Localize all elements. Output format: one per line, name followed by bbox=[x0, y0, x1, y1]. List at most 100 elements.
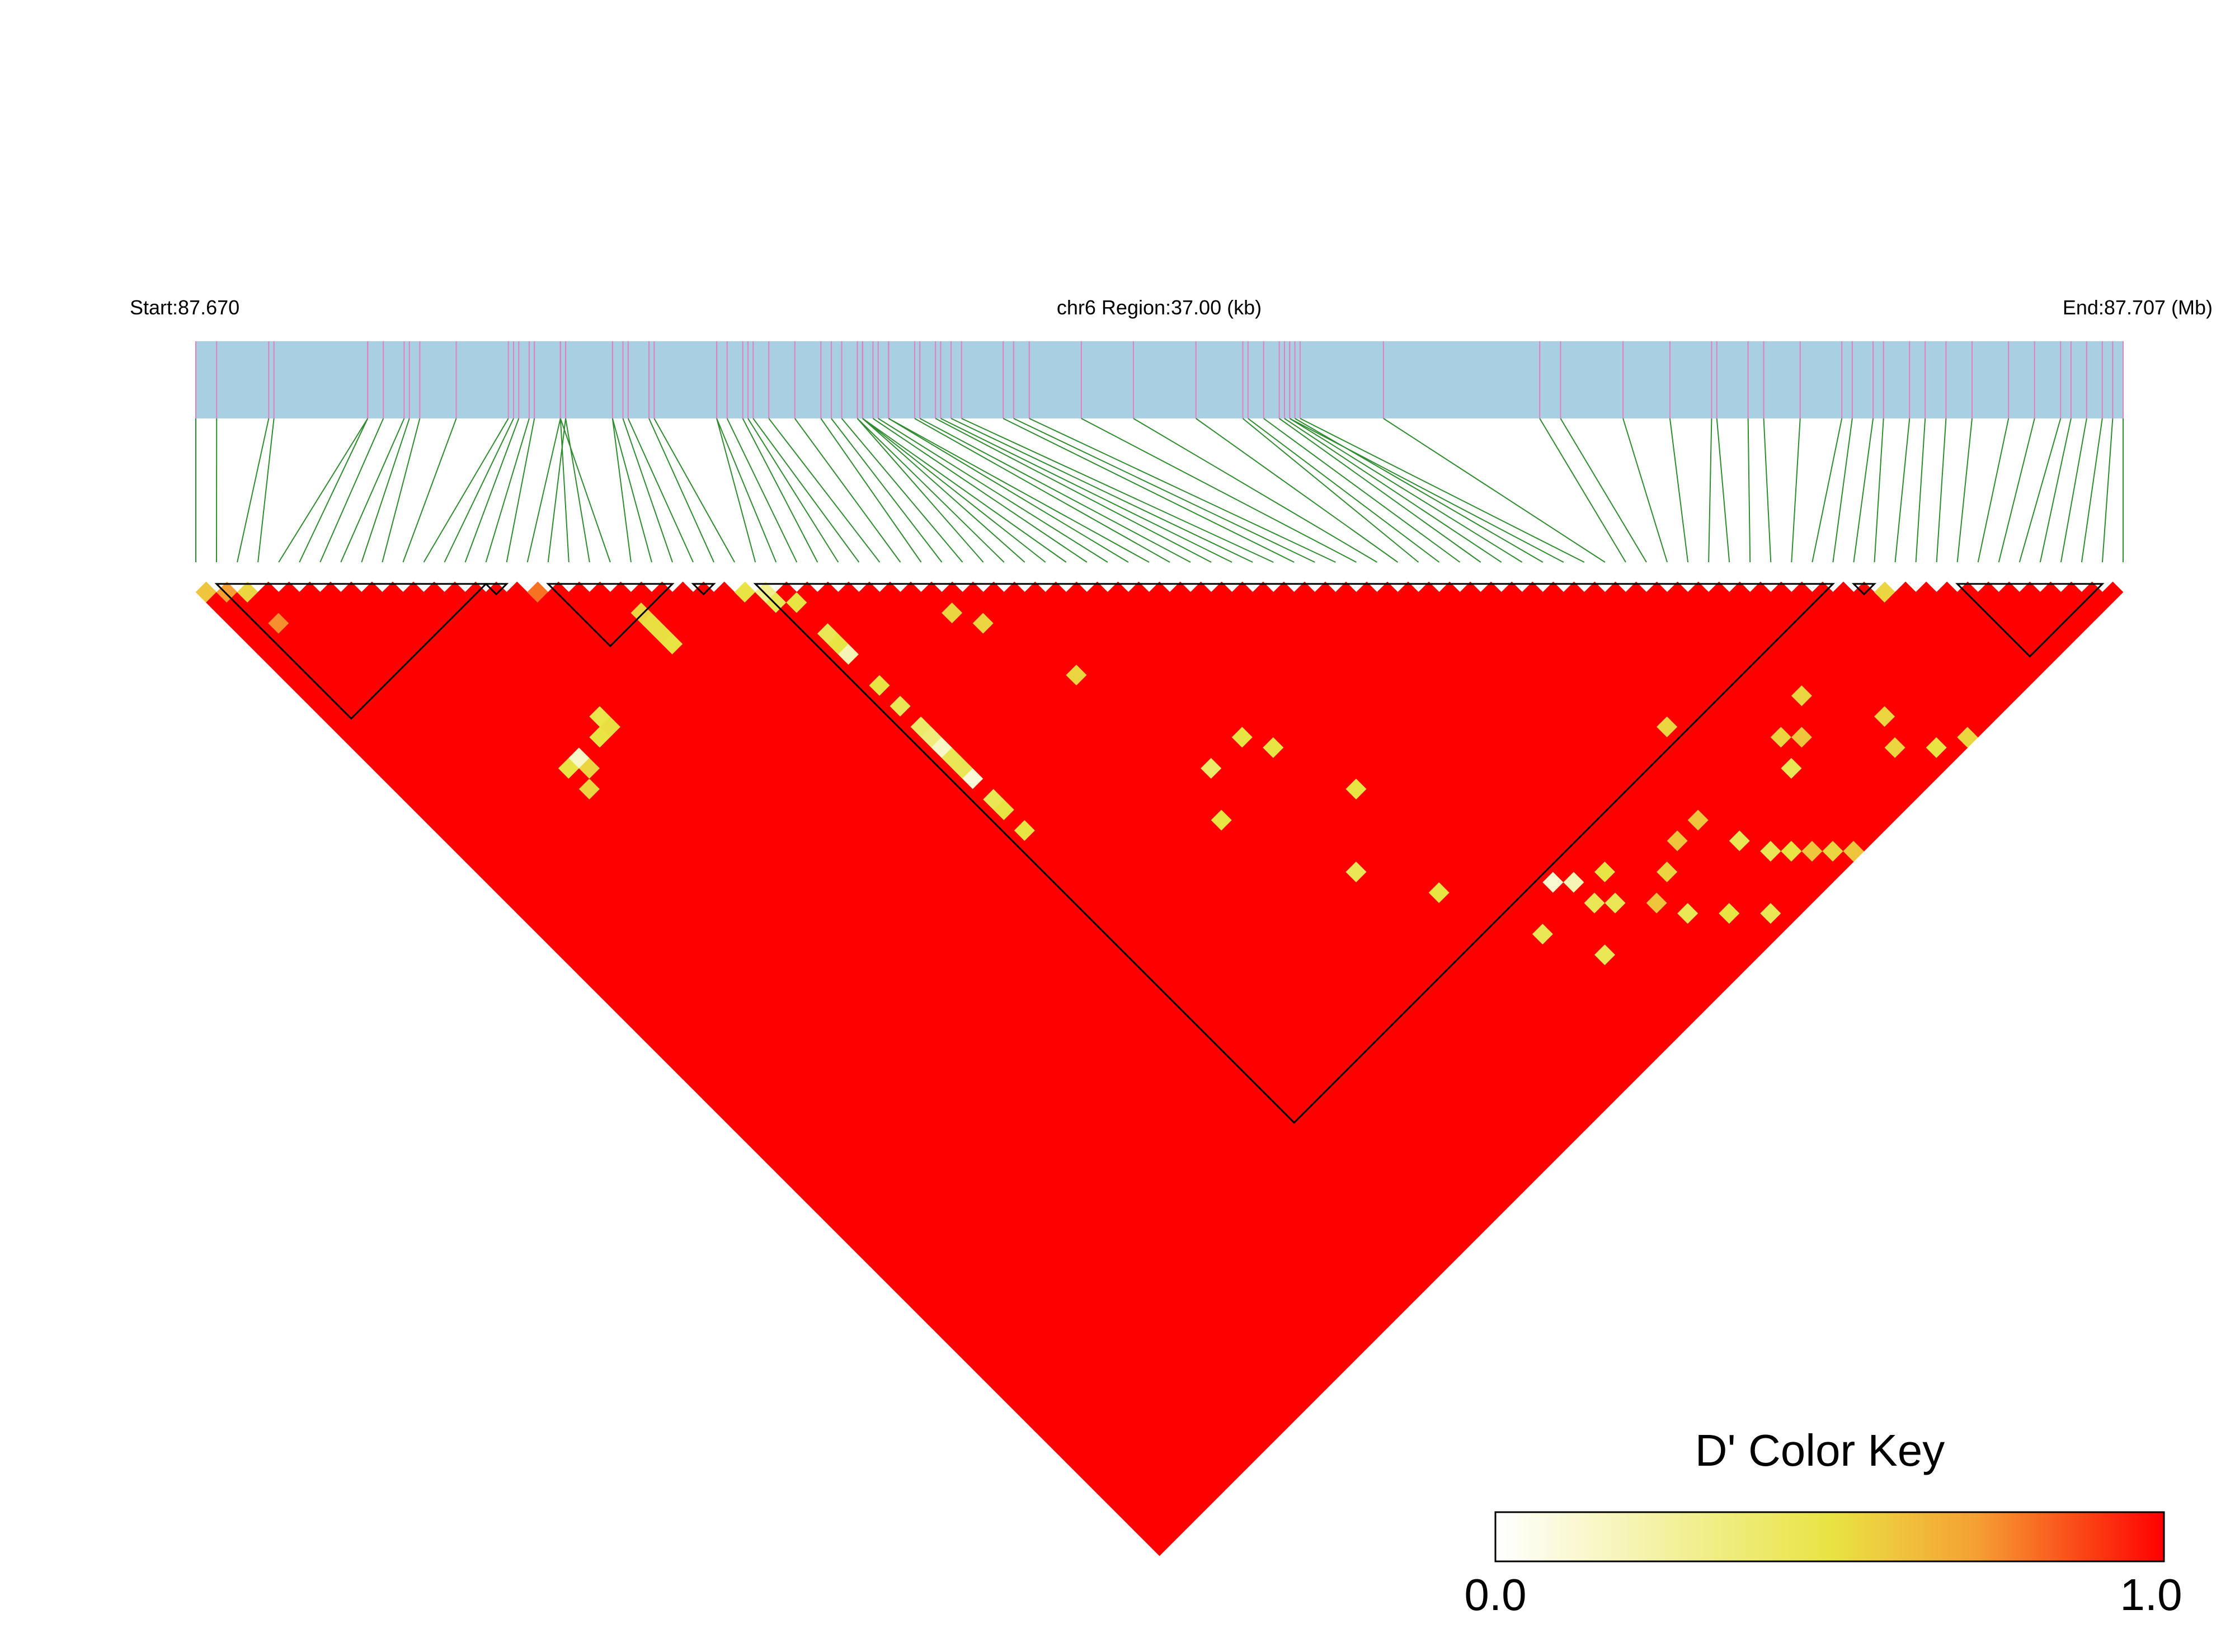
snp-connector bbox=[547, 418, 567, 563]
snp-connector bbox=[1242, 418, 1419, 563]
snp-connector bbox=[319, 418, 384, 563]
snp-connector bbox=[716, 418, 777, 563]
snp-connector bbox=[794, 418, 901, 563]
snp-connector bbox=[919, 418, 1191, 563]
snp-connector bbox=[742, 418, 818, 563]
snp-connector bbox=[888, 418, 1150, 563]
snp-connector bbox=[914, 418, 1170, 563]
snp-connector bbox=[1013, 418, 1315, 563]
snp-connector bbox=[1263, 418, 1461, 563]
snp-connector bbox=[1289, 418, 1564, 563]
snp-connector bbox=[1003, 418, 1295, 563]
snp-connector bbox=[485, 418, 530, 563]
snp-connector bbox=[2101, 418, 2114, 563]
snp-connector bbox=[382, 418, 421, 563]
snp-connector bbox=[2081, 418, 2103, 563]
snp-connector bbox=[1539, 418, 1626, 563]
snp-connector bbox=[653, 418, 735, 563]
snp-connector bbox=[1811, 418, 1843, 563]
snp-connector bbox=[506, 418, 535, 563]
snp-connector bbox=[951, 418, 1253, 563]
color-key-max-label: 1.0 bbox=[2120, 1570, 2182, 1620]
snp-connector bbox=[402, 418, 457, 563]
snp-connector bbox=[857, 418, 1005, 563]
snp-connector-lines bbox=[195, 418, 2124, 563]
snp-connector bbox=[1853, 418, 1874, 563]
snp-connector bbox=[1998, 418, 2035, 563]
snp-connector bbox=[1763, 418, 1772, 563]
snp-connector bbox=[559, 418, 570, 563]
snp-connector bbox=[940, 418, 1232, 563]
snp-connector bbox=[565, 418, 590, 563]
snp-connector bbox=[627, 418, 694, 563]
snp-connector bbox=[2018, 418, 2062, 563]
snp-connector bbox=[857, 418, 984, 563]
snp-connector bbox=[862, 418, 1025, 563]
snp-connector bbox=[820, 418, 922, 563]
snp-connector bbox=[1295, 418, 1544, 563]
snp-connector bbox=[611, 418, 632, 563]
snp-connector bbox=[1560, 418, 1647, 563]
region-start-label: Start:87.670 bbox=[130, 296, 239, 319]
snp-connector bbox=[1977, 418, 2010, 563]
snp-connector bbox=[1936, 418, 1947, 563]
chromosome-track bbox=[196, 341, 2123, 418]
snp-connector bbox=[1289, 418, 1523, 563]
color-key-min-label: 0.0 bbox=[1464, 1570, 1526, 1620]
snp-connector bbox=[444, 418, 514, 563]
snp-connector bbox=[768, 418, 881, 563]
snp-connector bbox=[1791, 418, 1801, 563]
snp-connector bbox=[1622, 418, 1668, 563]
snp-connector bbox=[888, 418, 1129, 563]
snp-connector bbox=[361, 418, 410, 563]
snp-connector bbox=[935, 418, 1212, 563]
snp-connector bbox=[1196, 418, 1399, 563]
snp-connector bbox=[1029, 418, 1336, 563]
snp-connector bbox=[872, 418, 1088, 563]
snp-connector bbox=[622, 418, 673, 563]
snp-connector bbox=[1081, 418, 1357, 563]
snp-connector bbox=[862, 418, 1067, 563]
snp-connector bbox=[648, 418, 714, 563]
snp-connector bbox=[559, 418, 611, 563]
snp-connector bbox=[1669, 418, 1689, 563]
snp-connector bbox=[841, 418, 963, 563]
color-key-title: D' Color Key bbox=[1695, 1425, 1945, 1475]
snp-connector bbox=[464, 418, 520, 563]
ld-heatmap-cells bbox=[195, 581, 2124, 1556]
snp-connector bbox=[1284, 418, 1502, 563]
snp-connector bbox=[1279, 418, 1481, 563]
snp-connector bbox=[961, 418, 1274, 563]
snp-connector bbox=[1874, 418, 1884, 563]
region-title: chr6 Region:37.00 (kb) bbox=[1057, 296, 1262, 319]
snp-position-ticks bbox=[195, 341, 2124, 418]
snp-connector bbox=[526, 418, 561, 563]
snp-connector bbox=[1133, 418, 1377, 563]
snp-connector bbox=[237, 418, 270, 563]
snp-connector bbox=[299, 418, 369, 563]
color-key-bar bbox=[1494, 1511, 2165, 1562]
snp-connector bbox=[1832, 418, 1853, 563]
snp-connector bbox=[752, 418, 860, 563]
snp-connector bbox=[1894, 418, 1911, 563]
snp-connector bbox=[2060, 418, 2087, 563]
snp-connector bbox=[1915, 418, 1926, 563]
snp-connector bbox=[1716, 418, 1730, 563]
snp-connector bbox=[716, 418, 756, 563]
snp-connector bbox=[278, 418, 369, 563]
region-end-label: End:87.707 (Mb) bbox=[2063, 296, 2213, 319]
snp-connector bbox=[611, 418, 652, 563]
snp-connector bbox=[878, 418, 1108, 563]
snp-connector bbox=[1300, 418, 1585, 563]
snp-connector bbox=[340, 418, 405, 563]
snp-connector bbox=[862, 418, 1046, 563]
snp-connector bbox=[2039, 418, 2072, 563]
snp-connector bbox=[1383, 418, 1606, 563]
snp-connector bbox=[257, 418, 275, 563]
snp-connector bbox=[1248, 418, 1440, 563]
snp-connector bbox=[1708, 418, 1712, 563]
snp-connector bbox=[747, 418, 839, 563]
snp-connector bbox=[1956, 418, 1973, 563]
snp-connector bbox=[831, 418, 943, 563]
